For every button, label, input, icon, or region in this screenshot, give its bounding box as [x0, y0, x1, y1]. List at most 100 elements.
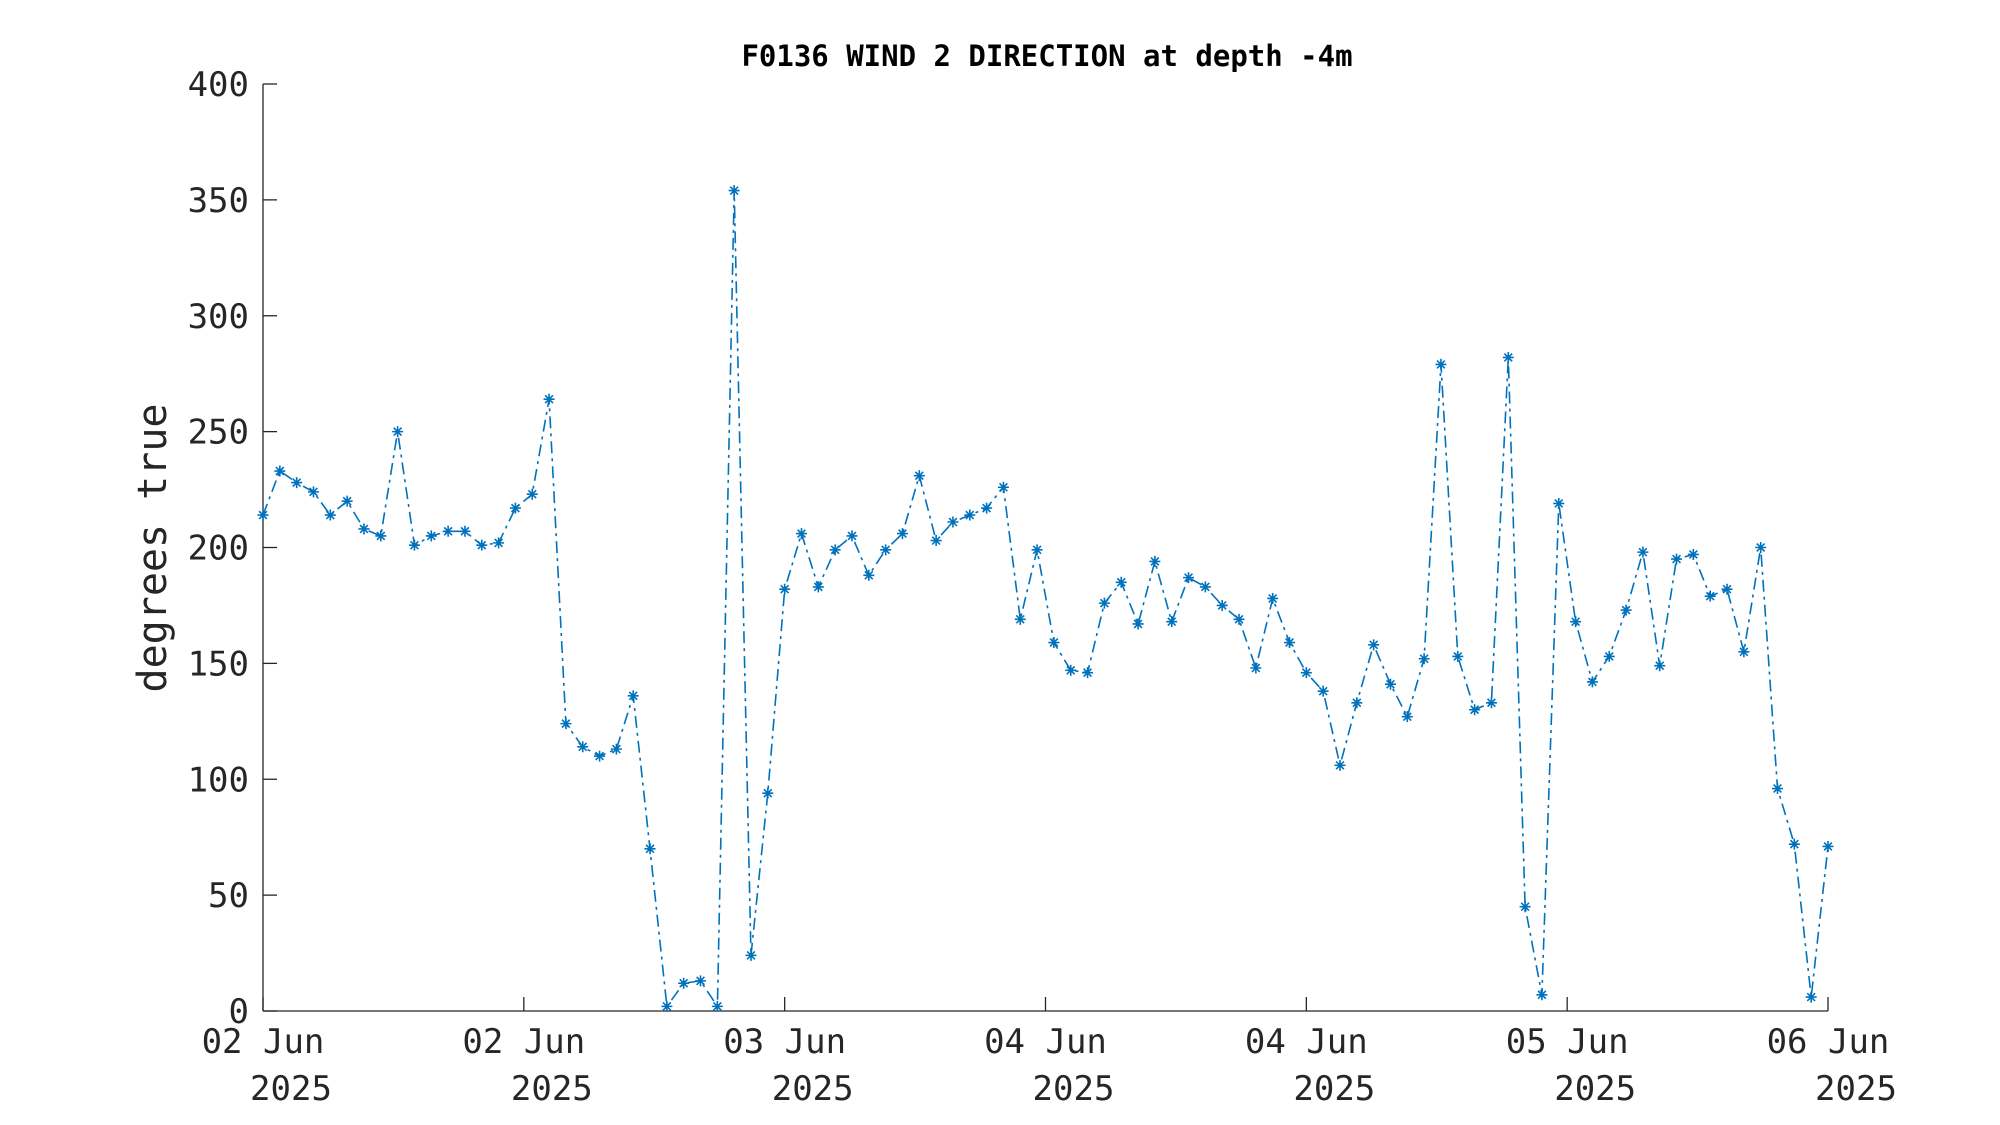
x-tick-year-label: 2025: [1033, 1069, 1115, 1109]
chart-title: F0136 WIND 2 DIRECTION at depth -4m: [741, 39, 1352, 73]
data-point: [1418, 653, 1430, 665]
data-point: [812, 581, 824, 593]
data-point: [1199, 581, 1211, 593]
y-tick-label: 300: [188, 297, 249, 337]
data-point: [577, 741, 589, 753]
data-point: [459, 525, 471, 537]
data-point: [1014, 613, 1026, 625]
data-point: [1704, 590, 1716, 602]
data-point: [1098, 597, 1110, 609]
data-point: [644, 843, 656, 855]
data-point: [947, 516, 959, 528]
data-point: [358, 523, 370, 535]
data-point: [1233, 613, 1245, 625]
data-point: [981, 502, 993, 514]
data-point: [930, 535, 942, 547]
data-point: [1351, 697, 1363, 709]
data-point: [1401, 711, 1413, 723]
x-tick-label: 02 Jun: [202, 1022, 325, 1062]
y-tick-label: 250: [188, 413, 249, 453]
x-tick-year-label: 2025: [1293, 1069, 1375, 1109]
x-tick-year-label: 2025: [772, 1069, 854, 1109]
data-point: [610, 743, 622, 755]
data-point: [341, 495, 353, 507]
data-point: [1216, 599, 1228, 611]
data-point: [880, 544, 892, 556]
x-tick-label: 03 Jun: [723, 1022, 846, 1062]
data-point: [1721, 583, 1733, 595]
data-point: [997, 481, 1009, 493]
data-point: [795, 528, 807, 540]
data-point: [493, 537, 505, 549]
data-point: [1570, 616, 1582, 628]
data-point: [1115, 576, 1127, 588]
data-point: [526, 488, 538, 500]
data-point: [762, 787, 774, 799]
data-point: [560, 718, 572, 730]
data-point: [1334, 759, 1346, 771]
data-point: [1132, 618, 1144, 630]
x-tick-label: 04 Jun: [984, 1022, 1107, 1062]
data-point: [1031, 544, 1043, 556]
data-point: [1485, 697, 1497, 709]
data-point: [695, 975, 707, 987]
data-point: [1284, 637, 1296, 649]
data-point: [1502, 351, 1514, 363]
axes: [262, 84, 1828, 1012]
x-tick-year-label: 2025: [250, 1069, 332, 1109]
data-point: [509, 502, 521, 514]
data-point: [678, 977, 690, 989]
data-point: [392, 426, 404, 438]
x-tick-label: 02 Jun: [462, 1022, 585, 1062]
data-point: [745, 949, 757, 961]
data-point: [1250, 662, 1262, 674]
data-point: [1620, 604, 1632, 616]
data-point: [1805, 991, 1817, 1003]
y-tick-label: 50: [208, 876, 249, 916]
data-point: [1267, 592, 1279, 604]
x-tick-label: 04 Jun: [1245, 1022, 1368, 1062]
data-point: [1738, 646, 1750, 658]
data-point: [863, 569, 875, 581]
series-line: [262, 190, 1829, 1009]
x-tick-label: 05 Jun: [1506, 1022, 1629, 1062]
x-axis-ticks: 02 Jun 2025 02 Jun 2025 03 Jun 2025 04 Jun 2025…: [202, 997, 1897, 1109]
data-point: [1755, 542, 1767, 553]
data-point: [1536, 989, 1548, 1001]
data-point: [661, 1000, 673, 1012]
data-point: [1822, 840, 1834, 852]
data-point: [1788, 838, 1800, 850]
data-point: [1553, 497, 1565, 509]
data-point: [1586, 676, 1598, 688]
data-point: [1772, 783, 1784, 795]
data-point: [425, 530, 437, 542]
data-point: [1452, 650, 1464, 662]
data-point: [1166, 616, 1178, 628]
data-point: [913, 470, 925, 482]
data-point: [375, 530, 387, 542]
y-tick-label: 200: [188, 529, 249, 569]
data-point: [1637, 546, 1649, 558]
y-tick-label: 400: [188, 65, 249, 105]
data-point: [274, 465, 286, 477]
data-point: [442, 525, 454, 537]
data-point: [408, 539, 420, 551]
data-point: [476, 539, 488, 551]
y-tick-label: 0: [229, 992, 249, 1032]
x-tick-label: 06 Jun: [1767, 1022, 1890, 1062]
data-point: [1065, 664, 1077, 676]
data-point: [1603, 650, 1615, 662]
data-point: [846, 530, 858, 542]
data-point: [1469, 704, 1481, 716]
y-tick-label: 350: [188, 181, 249, 221]
y-tick-label: 150: [188, 644, 249, 684]
data-point: [1519, 901, 1531, 913]
data-point: [711, 1000, 723, 1012]
data-point: [1317, 685, 1329, 697]
x-tick-year-label: 2025: [1554, 1069, 1636, 1109]
data-point: [1149, 555, 1161, 567]
y-axis-label: degrees true: [130, 404, 176, 693]
data-point: [964, 509, 976, 521]
data-point: [324, 509, 336, 521]
